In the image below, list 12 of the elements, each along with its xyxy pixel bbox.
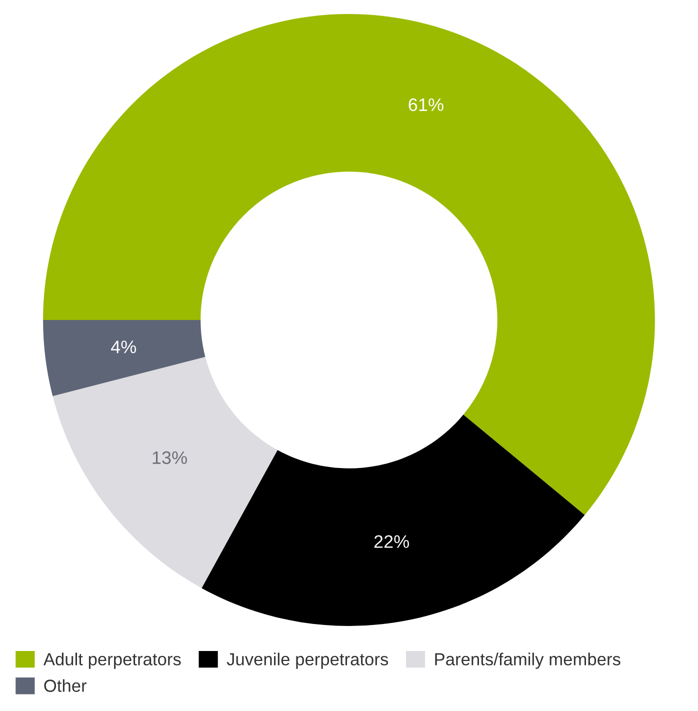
legend-label: Adult perpetrators xyxy=(43,652,181,669)
data-label: 22% xyxy=(374,535,409,548)
data-label: 61% xyxy=(408,98,444,112)
donut-slice xyxy=(52,356,278,588)
legend-label: Parents/family members xyxy=(435,652,620,669)
legend-label: Other xyxy=(44,679,87,692)
data-label: 4% xyxy=(110,340,136,354)
data-label: 13% xyxy=(152,451,187,464)
legend-label: Juvenile perpetrators xyxy=(226,652,388,669)
donut-slice xyxy=(202,414,585,626)
donut-slice xyxy=(43,14,655,516)
donut-slice xyxy=(43,320,206,396)
